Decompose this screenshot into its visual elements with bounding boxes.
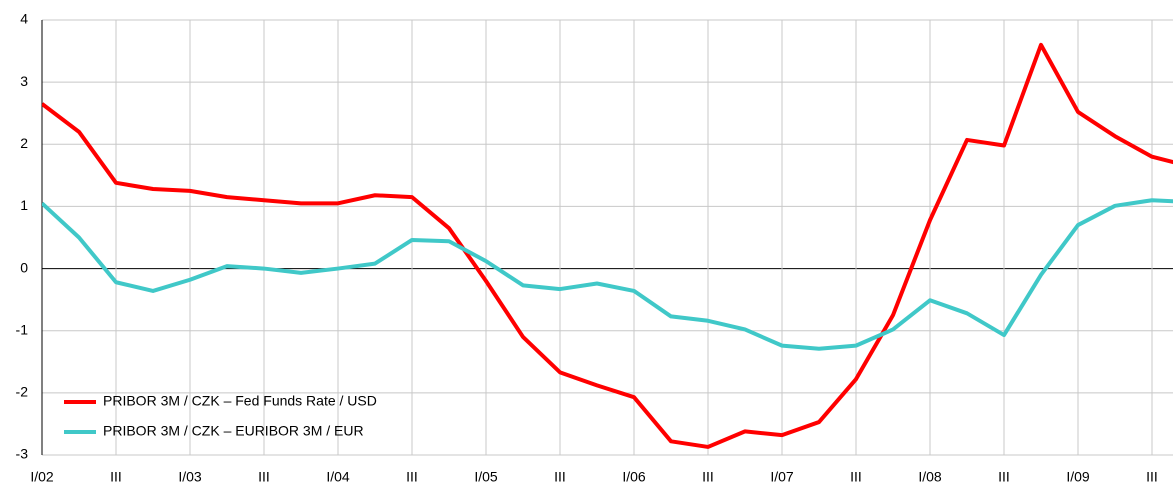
y-tick-label: 2 (20, 135, 28, 151)
y-tick-label: 4 (20, 11, 28, 27)
x-tick-label: I/07 (770, 469, 794, 485)
x-tick-label: I/03 (178, 469, 202, 485)
x-tick-label: III (406, 469, 418, 485)
x-tick-label: III (998, 469, 1010, 485)
plot-area (42, 42, 1173, 449)
y-tick-label: -3 (16, 446, 29, 462)
y-tick-label: 3 (20, 73, 28, 89)
x-tick-label: I/08 (918, 469, 942, 485)
x-tick-label: III (258, 469, 270, 485)
x-tick-label: III (110, 469, 122, 485)
y-tick-label: 1 (20, 197, 28, 213)
legend-label: PRIBOR 3M / CZK – EURIBOR 3M / EUR (103, 423, 364, 439)
legend-label: PRIBOR 3M / CZK – Fed Funds Rate / USD (103, 393, 377, 409)
grid: -3 -2 -1 0 1 2 3 4 I/02 III I/03 III I/04 III I/05 III I… (16, 11, 1173, 485)
x-tick-label: III (850, 469, 862, 485)
x-tick-label: III (702, 469, 714, 485)
y-tick-label: 0 (20, 259, 28, 275)
x-tick-label: III (554, 469, 566, 485)
x-tick-label: I/05 (474, 469, 498, 485)
x-tick-label: I/09 (1066, 469, 1090, 485)
legend: PRIBOR 3M / CZK – Fed Funds Rate / USD PR… (64, 393, 377, 439)
y-tick-label: -2 (16, 384, 29, 400)
x-tick-label: I/04 (326, 469, 350, 485)
x-tick-label: I/02 (30, 469, 54, 485)
series-line (42, 42, 1173, 449)
y-tick-label: -1 (16, 321, 29, 337)
x-tick-label: I/06 (622, 469, 646, 485)
x-tick-label: III (1146, 469, 1158, 485)
series-line (42, 198, 1173, 351)
